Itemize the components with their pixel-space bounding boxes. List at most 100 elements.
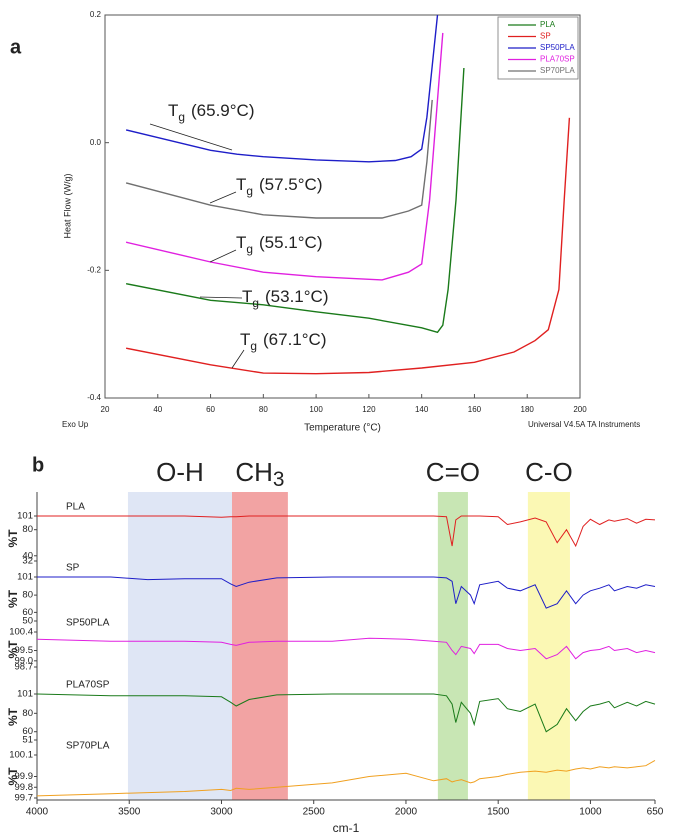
y-axis-label: %T [6,640,20,659]
x-tick-label: 20 [101,405,110,414]
spectrum-line [36,693,656,733]
annotation-main: T [168,101,178,120]
x-tick-label: 4000 [26,807,49,818]
annotation-text: (65.9°C) [191,101,254,120]
series-line [125,14,439,163]
y-axis-label: %T [6,707,20,726]
annotation-leader [209,249,237,263]
band-label: C-O [525,457,573,487]
x-tick-label: 180 [521,405,535,414]
note: Exo Up [62,420,89,429]
x-axis-label: cm-1 [333,821,360,835]
y-tick-label: 100.1 [9,750,33,761]
spectrum-line [36,759,656,797]
annotation: Tg (55.1°C) [236,233,323,256]
annotation-sub: g [178,110,185,124]
annotation: Tg (65.9°C) [168,101,255,124]
y-tick-label: 0.2 [90,10,102,19]
x-tick-label: 1500 [487,807,510,818]
band [231,492,288,800]
y-tick-label: 99.9 [15,771,34,782]
y-tick-label: 99.8 [15,782,34,793]
band-label: CH3 [235,457,284,491]
y-tick-label: 32 [22,556,33,567]
annotation-main: T [240,330,250,349]
y-tick-label: 101 [17,689,33,700]
y-tick-label: 80 [22,590,33,601]
x-tick-label: 3000 [210,807,233,818]
x-tick-label: 2000 [395,807,418,818]
annotation-sub: g [250,339,257,353]
spectrum-line [36,637,656,660]
band-label-sub: 3 [273,468,285,491]
x-tick-label: 120 [362,405,376,414]
y-axis-label: %T [6,767,20,786]
note: Universal V4.5A TA Instruments [528,420,640,429]
annotation-sub: g [246,184,253,198]
series-line [125,99,433,219]
y-tick-label: 100.4 [9,627,33,638]
y-tick-label: 80 [22,524,33,535]
y-tick-label: 99.0 [15,655,34,666]
series-name: PLA70SP [66,680,110,691]
band-label-main: O-H [156,457,204,487]
annotation-main: T [242,287,252,306]
annotation-text: (57.5°C) [259,175,322,194]
annotation-text: (67.1°C) [263,330,326,349]
y-tick-label: 80 [22,708,33,719]
legend-label: SP70PLA [540,66,575,75]
series-line [125,32,444,281]
spectrum-line [37,576,656,609]
band-label-main: C-O [525,457,573,487]
annotation-leader [149,123,233,151]
y-tick-label: 99.5 [15,645,34,656]
annotation-sub: g [252,296,259,310]
annotation: Tg (53.1°C) [242,287,329,310]
annotation-leader [199,296,243,299]
legend-label: PLA [540,20,556,29]
annotation-text: (55.1°C) [259,233,322,252]
x-tick-label: 3500 [118,807,141,818]
y-tick-label: 40 [22,550,33,561]
series-name: SP50PLA [66,618,110,629]
x-tick-label: 1000 [579,807,602,818]
y-tick-label: 50 [22,616,33,627]
series-name: PLA [66,502,85,513]
series-name: SP70PLA [66,741,110,752]
x-tick-label: 2500 [303,807,326,818]
y-tick-label: -0.2 [87,265,101,274]
series-line [125,117,571,375]
y-tick-label: 98.7 [15,662,34,673]
panel-label: b [32,454,44,476]
band-label: C=O [426,457,480,487]
band-label: O-H [156,457,204,487]
band-label-main: C=O [426,457,480,487]
annotation-leader [209,191,237,204]
band-label-main: CH [235,457,273,487]
x-tick-label: 100 [309,405,323,414]
annotation-main: T [236,233,246,252]
x-tick-label: 650 [647,807,664,818]
y-tick-label: 99.7 [15,793,34,804]
y-tick-label: 0.0 [90,138,102,147]
y-tick-label: 60 [22,607,33,618]
annotation-sub: g [246,242,253,256]
band [527,492,570,800]
y-tick-label: 60 [22,726,33,737]
y-tick-label: 51 [22,735,33,746]
x-tick-label: 60 [206,405,215,414]
band [127,492,232,800]
x-tick-label: 160 [468,405,482,414]
panel-label: a [10,36,22,58]
y-tick-label: -0.4 [87,393,101,402]
x-tick-label: 40 [153,405,162,414]
plot-frame [104,14,581,399]
y-axis-label: %T [6,589,20,608]
x-tick-label: 140 [415,405,429,414]
annotation-text: (53.1°C) [265,287,328,306]
y-tick-label: 101 [17,572,33,583]
x-axis-label: Temperature (°C) [304,423,381,434]
legend-label: PLA70SP [540,55,575,64]
